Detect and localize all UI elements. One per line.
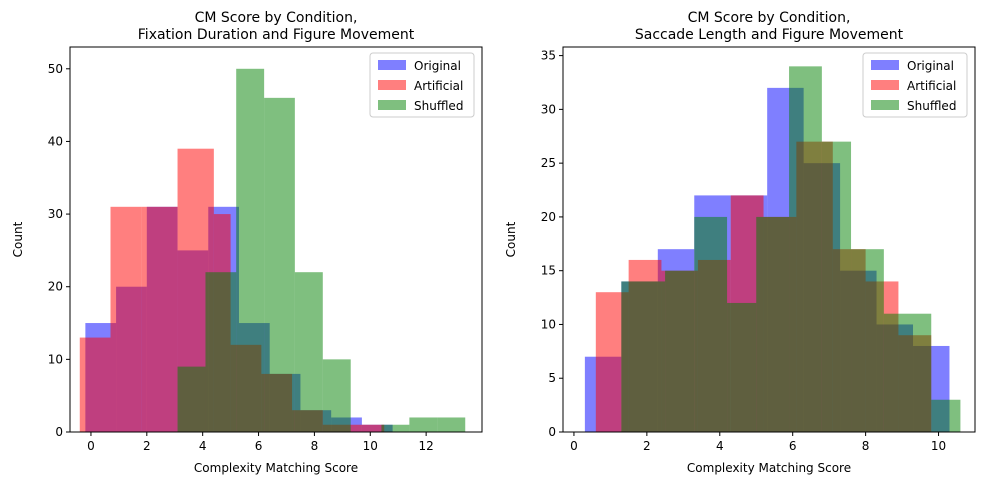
x-axis-label: Complexity Matching Score bbox=[194, 461, 358, 475]
x-tick-label: 2 bbox=[143, 439, 151, 453]
x-axis-label: Complexity Matching Score bbox=[687, 461, 851, 475]
y-tick-label: 5 bbox=[548, 371, 556, 385]
x-tick-label: 4 bbox=[199, 439, 207, 453]
chart-title-line-1: CM Score by Condition, bbox=[688, 10, 851, 26]
legend-swatch-original bbox=[378, 60, 406, 70]
legend-label-shuffled: Shuffled bbox=[414, 99, 463, 113]
y-tick-label: 20 bbox=[541, 210, 556, 224]
x-tick-label: 6 bbox=[789, 439, 797, 453]
bar-shuffled-5 bbox=[789, 66, 822, 432]
y-tick-label: 30 bbox=[48, 207, 63, 221]
y-tick-label: 50 bbox=[48, 62, 63, 76]
legend-swatch-shuffled bbox=[378, 100, 406, 110]
x-tick-label: 8 bbox=[862, 439, 870, 453]
y-axis-label: Count bbox=[11, 221, 25, 257]
legend-swatch-artificial bbox=[378, 80, 406, 90]
bar-shuffled-4 bbox=[756, 216, 790, 432]
y-tick-label: 0 bbox=[55, 425, 63, 439]
y-tick-label: 20 bbox=[48, 280, 63, 294]
y-tick-label: 15 bbox=[541, 264, 556, 278]
plot-frame bbox=[69, 46, 483, 433]
bar-shuffled-9 bbox=[437, 417, 466, 432]
bar-artificial-1 bbox=[110, 206, 142, 432]
y-tick-label: 40 bbox=[48, 134, 63, 148]
x-tick-label: 10 bbox=[931, 439, 946, 453]
bar-shuffled-2 bbox=[236, 68, 265, 432]
y-tick-label: 0 bbox=[548, 425, 556, 439]
x-tick-label: 4 bbox=[716, 439, 724, 453]
legend: Original Artificial Shuffled bbox=[369, 52, 475, 118]
bar-shuffled-0 bbox=[621, 281, 666, 432]
bar-shuffled-7 bbox=[851, 249, 884, 432]
bar-shuffled-9 bbox=[931, 399, 961, 432]
chart-panel-1: 0 2 4 6 8 10 12 0 10 20 30 40 50 Complexity Matching … bbox=[11, 10, 483, 475]
x-tick-label: 6 bbox=[255, 439, 263, 453]
legend-swatch-artificial bbox=[871, 80, 899, 90]
bar-shuffled-5 bbox=[322, 359, 351, 432]
y-tick-label: 10 bbox=[48, 352, 63, 366]
bar-shuffled-2 bbox=[694, 216, 728, 432]
y-tick-label: 30 bbox=[541, 102, 556, 116]
bar-shuffled-4 bbox=[294, 272, 323, 432]
bar-shuffled-8 bbox=[409, 417, 438, 432]
bar-shuffled-1 bbox=[205, 272, 237, 432]
bar-shuffled-3 bbox=[727, 302, 757, 432]
chart-title-line-2: Saccade Length and Figure Movement bbox=[635, 27, 904, 43]
x-tick-label: 0 bbox=[87, 439, 95, 453]
legend-label-artificial: Artificial bbox=[414, 79, 463, 93]
x-tick-label: 8 bbox=[311, 439, 319, 453]
legend: Original Artificial Shuffled bbox=[862, 52, 968, 118]
y-tick-label: 10 bbox=[541, 317, 556, 331]
x-tick-label: 2 bbox=[643, 439, 651, 453]
bar-shuffled-7 bbox=[381, 424, 410, 432]
chart-title-line-2: Fixation Duration and Figure Movement bbox=[138, 27, 415, 43]
series-shuffled bbox=[177, 68, 466, 432]
legend-label-original: Original bbox=[907, 59, 954, 73]
y-tick-label: 25 bbox=[541, 156, 556, 170]
chart-panel-2: 0 2 4 6 8 10 0 5 10 15 20 25 30 35 Complexity Matching… bbox=[504, 10, 976, 475]
bar-shuffled-6 bbox=[821, 141, 852, 432]
legend-label-shuffled: Shuffled bbox=[907, 99, 956, 113]
series-shuffled bbox=[621, 66, 961, 432]
bar-artificial-2 bbox=[141, 206, 178, 432]
chart-title-line-1: CM Score by Condition, bbox=[195, 10, 358, 26]
legend-swatch-original bbox=[871, 60, 899, 70]
legend-label-artificial: Artificial bbox=[907, 79, 956, 93]
legend-label-original: Original bbox=[414, 59, 461, 73]
bar-artificial-0 bbox=[79, 337, 111, 432]
bar-shuffled-0 bbox=[177, 366, 206, 432]
x-tick-label: 12 bbox=[418, 439, 433, 453]
y-tick-label: 35 bbox=[541, 49, 556, 63]
bar-artificial-9 bbox=[353, 424, 385, 432]
y-axis-label: Count bbox=[504, 221, 518, 257]
x-tick-label: 10 bbox=[363, 439, 378, 453]
plot-frame bbox=[562, 46, 976, 433]
legend-swatch-shuffled bbox=[871, 100, 899, 110]
bar-shuffled-8 bbox=[883, 313, 932, 432]
bar-shuffled-1 bbox=[665, 270, 695, 432]
x-tick-label: 0 bbox=[570, 439, 578, 453]
bar-shuffled-3 bbox=[264, 97, 295, 432]
